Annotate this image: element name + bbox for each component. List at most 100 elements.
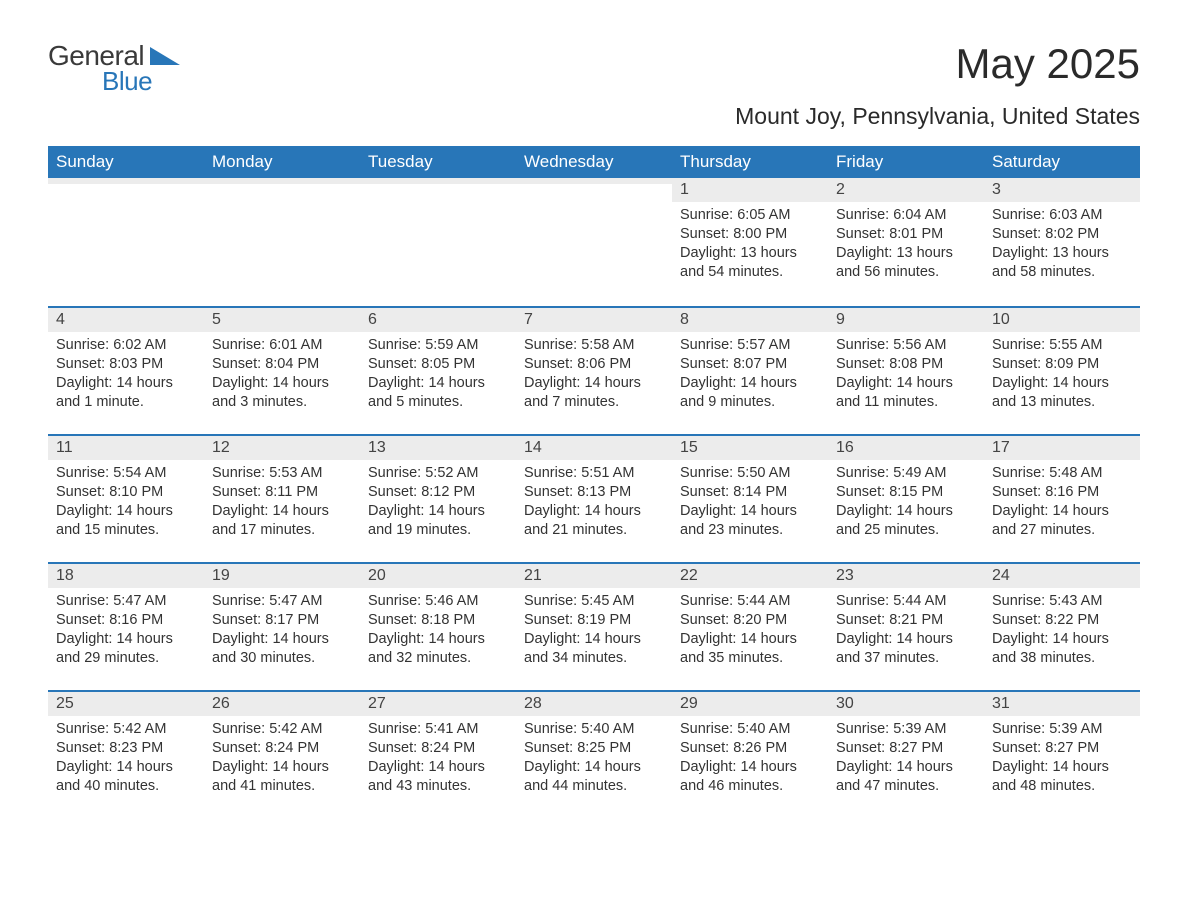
day-details: Sunrise: 6:02 AMSunset: 8:03 PMDaylight:…	[48, 332, 204, 421]
day-details: Sunrise: 6:03 AMSunset: 8:02 PMDaylight:…	[984, 202, 1140, 291]
day-details: Sunrise: 5:59 AMSunset: 8:05 PMDaylight:…	[360, 332, 516, 421]
sunset-text: Sunset: 8:15 PM	[836, 483, 976, 502]
sunset-text: Sunset: 8:10 PM	[56, 483, 196, 502]
calendar-cell: 20Sunrise: 5:46 AMSunset: 8:18 PMDayligh…	[360, 562, 516, 690]
day-details: Sunrise: 6:01 AMSunset: 8:04 PMDaylight:…	[204, 332, 360, 421]
calendar-cell: 14Sunrise: 5:51 AMSunset: 8:13 PMDayligh…	[516, 434, 672, 562]
sunrise-text: Sunrise: 6:03 AM	[992, 206, 1132, 225]
calendar-cell: 17Sunrise: 5:48 AMSunset: 8:16 PMDayligh…	[984, 434, 1140, 562]
day-details: Sunrise: 5:40 AMSunset: 8:26 PMDaylight:…	[672, 716, 828, 805]
sunset-text: Sunset: 8:16 PM	[992, 483, 1132, 502]
sunset-text: Sunset: 8:27 PM	[992, 739, 1132, 758]
sunset-text: Sunset: 8:19 PM	[524, 611, 664, 630]
sunrise-text: Sunrise: 5:46 AM	[368, 592, 508, 611]
sunrise-text: Sunrise: 5:58 AM	[524, 336, 664, 355]
sunrise-text: Sunrise: 5:50 AM	[680, 464, 820, 483]
daylight-text: Daylight: 14 hours and 7 minutes.	[524, 374, 664, 412]
day-number: 3	[984, 178, 1140, 202]
day-number: 7	[516, 306, 672, 332]
calendar-cell: 5Sunrise: 6:01 AMSunset: 8:04 PMDaylight…	[204, 306, 360, 434]
day-number: 31	[984, 690, 1140, 716]
sunrise-text: Sunrise: 5:49 AM	[836, 464, 976, 483]
sunrise-text: Sunrise: 5:47 AM	[56, 592, 196, 611]
daylight-text: Daylight: 14 hours and 1 minute.	[56, 374, 196, 412]
sunset-text: Sunset: 8:05 PM	[368, 355, 508, 374]
sunset-text: Sunset: 8:16 PM	[56, 611, 196, 630]
day-header: Thursday	[672, 146, 828, 178]
daylight-text: Daylight: 14 hours and 30 minutes.	[212, 630, 352, 668]
day-details: Sunrise: 5:49 AMSunset: 8:15 PMDaylight:…	[828, 460, 984, 549]
sunrise-text: Sunrise: 5:57 AM	[680, 336, 820, 355]
day-number: 2	[828, 178, 984, 202]
logo: General Blue	[48, 40, 180, 97]
sunrise-text: Sunrise: 5:55 AM	[992, 336, 1132, 355]
sunset-text: Sunset: 8:23 PM	[56, 739, 196, 758]
sunrise-text: Sunrise: 5:42 AM	[56, 720, 196, 739]
day-details: Sunrise: 5:39 AMSunset: 8:27 PMDaylight:…	[984, 716, 1140, 805]
sunrise-text: Sunrise: 5:44 AM	[836, 592, 976, 611]
calendar-week: 18Sunrise: 5:47 AMSunset: 8:16 PMDayligh…	[48, 562, 1140, 690]
calendar-cell: 7Sunrise: 5:58 AMSunset: 8:06 PMDaylight…	[516, 306, 672, 434]
sunset-text: Sunset: 8:24 PM	[368, 739, 508, 758]
daylight-text: Daylight: 14 hours and 15 minutes.	[56, 502, 196, 540]
day-header: Tuesday	[360, 146, 516, 178]
day-details: Sunrise: 5:41 AMSunset: 8:24 PMDaylight:…	[360, 716, 516, 805]
day-details: Sunrise: 5:54 AMSunset: 8:10 PMDaylight:…	[48, 460, 204, 549]
calendar-cell: 28Sunrise: 5:40 AMSunset: 8:25 PMDayligh…	[516, 690, 672, 818]
day-header-row: Sunday Monday Tuesday Wednesday Thursday…	[48, 146, 1140, 178]
sunset-text: Sunset: 8:26 PM	[680, 739, 820, 758]
day-number: 18	[48, 562, 204, 588]
sunset-text: Sunset: 8:03 PM	[56, 355, 196, 374]
day-details: Sunrise: 5:42 AMSunset: 8:24 PMDaylight:…	[204, 716, 360, 805]
day-details: Sunrise: 5:47 AMSunset: 8:16 PMDaylight:…	[48, 588, 204, 677]
calendar-cell: 4Sunrise: 6:02 AMSunset: 8:03 PMDaylight…	[48, 306, 204, 434]
day-details: Sunrise: 6:04 AMSunset: 8:01 PMDaylight:…	[828, 202, 984, 291]
sunrise-text: Sunrise: 6:01 AM	[212, 336, 352, 355]
daylight-text: Daylight: 14 hours and 9 minutes.	[680, 374, 820, 412]
day-number	[360, 178, 516, 184]
day-number: 22	[672, 562, 828, 588]
daylight-text: Daylight: 14 hours and 38 minutes.	[992, 630, 1132, 668]
sunset-text: Sunset: 8:00 PM	[680, 225, 820, 244]
calendar-cell: 21Sunrise: 5:45 AMSunset: 8:19 PMDayligh…	[516, 562, 672, 690]
day-details: Sunrise: 5:46 AMSunset: 8:18 PMDaylight:…	[360, 588, 516, 677]
day-details: Sunrise: 5:58 AMSunset: 8:06 PMDaylight:…	[516, 332, 672, 421]
calendar-cell: 31Sunrise: 5:39 AMSunset: 8:27 PMDayligh…	[984, 690, 1140, 818]
daylight-text: Daylight: 14 hours and 37 minutes.	[836, 630, 976, 668]
calendar-cell: 2Sunrise: 6:04 AMSunset: 8:01 PMDaylight…	[828, 178, 984, 306]
day-details: Sunrise: 5:47 AMSunset: 8:17 PMDaylight:…	[204, 588, 360, 677]
day-number: 12	[204, 434, 360, 460]
daylight-text: Daylight: 14 hours and 23 minutes.	[680, 502, 820, 540]
daylight-text: Daylight: 14 hours and 44 minutes.	[524, 758, 664, 796]
sunset-text: Sunset: 8:11 PM	[212, 483, 352, 502]
day-header: Wednesday	[516, 146, 672, 178]
sunset-text: Sunset: 8:13 PM	[524, 483, 664, 502]
day-details: Sunrise: 5:51 AMSunset: 8:13 PMDaylight:…	[516, 460, 672, 549]
day-number: 17	[984, 434, 1140, 460]
calendar-cell: 15Sunrise: 5:50 AMSunset: 8:14 PMDayligh…	[672, 434, 828, 562]
day-details: Sunrise: 5:55 AMSunset: 8:09 PMDaylight:…	[984, 332, 1140, 421]
sunset-text: Sunset: 8:25 PM	[524, 739, 664, 758]
sunrise-text: Sunrise: 5:48 AM	[992, 464, 1132, 483]
sunrise-text: Sunrise: 5:43 AM	[992, 592, 1132, 611]
logo-word-blue: Blue	[102, 66, 152, 97]
calendar-cell: 11Sunrise: 5:54 AMSunset: 8:10 PMDayligh…	[48, 434, 204, 562]
day-details: Sunrise: 5:39 AMSunset: 8:27 PMDaylight:…	[828, 716, 984, 805]
day-number	[516, 178, 672, 184]
sunset-text: Sunset: 8:02 PM	[992, 225, 1132, 244]
day-details: Sunrise: 6:05 AMSunset: 8:00 PMDaylight:…	[672, 202, 828, 291]
day-details: Sunrise: 5:48 AMSunset: 8:16 PMDaylight:…	[984, 460, 1140, 549]
sunset-text: Sunset: 8:14 PM	[680, 483, 820, 502]
daylight-text: Daylight: 14 hours and 48 minutes.	[992, 758, 1132, 796]
sunset-text: Sunset: 8:18 PM	[368, 611, 508, 630]
daylight-text: Daylight: 14 hours and 13 minutes.	[992, 374, 1132, 412]
sunset-text: Sunset: 8:12 PM	[368, 483, 508, 502]
day-number: 27	[360, 690, 516, 716]
sunrise-text: Sunrise: 5:56 AM	[836, 336, 976, 355]
daylight-text: Daylight: 14 hours and 29 minutes.	[56, 630, 196, 668]
sunset-text: Sunset: 8:08 PM	[836, 355, 976, 374]
day-number: 9	[828, 306, 984, 332]
calendar-week: 11Sunrise: 5:54 AMSunset: 8:10 PMDayligh…	[48, 434, 1140, 562]
calendar-cell	[204, 178, 360, 306]
day-details: Sunrise: 5:44 AMSunset: 8:21 PMDaylight:…	[828, 588, 984, 677]
